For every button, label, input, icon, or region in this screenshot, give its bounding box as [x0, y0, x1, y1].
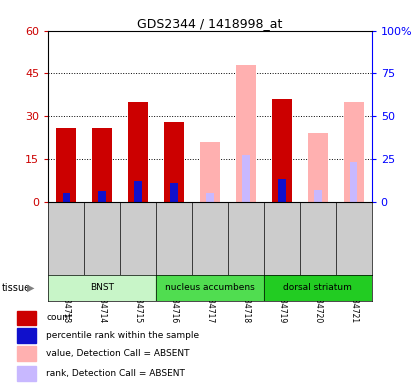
- Text: percentile rank within the sample: percentile rank within the sample: [46, 331, 200, 340]
- Bar: [206, 193, 214, 202]
- Bar: [242, 156, 249, 202]
- Text: dorsal striatum: dorsal striatum: [284, 283, 352, 293]
- Text: rank, Detection Call = ABSENT: rank, Detection Call = ABSENT: [46, 369, 185, 378]
- Bar: [128, 102, 148, 202]
- Bar: [98, 191, 106, 202]
- Bar: [17, 346, 36, 361]
- Bar: [17, 311, 36, 325]
- Bar: [134, 181, 142, 202]
- Text: tissue: tissue: [2, 283, 31, 293]
- Bar: [200, 142, 220, 202]
- Bar: [156, 275, 264, 301]
- Text: count: count: [46, 313, 72, 323]
- Bar: [63, 193, 70, 202]
- Title: GDS2344 / 1418998_at: GDS2344 / 1418998_at: [137, 17, 283, 30]
- Bar: [344, 102, 364, 202]
- Text: value, Detection Call = ABSENT: value, Detection Call = ABSENT: [46, 349, 190, 358]
- Bar: [17, 366, 36, 381]
- Bar: [278, 179, 286, 202]
- Bar: [92, 127, 112, 202]
- Bar: [171, 183, 178, 202]
- Text: ▶: ▶: [27, 283, 35, 293]
- Text: BNST: BNST: [90, 283, 114, 293]
- Bar: [308, 133, 328, 202]
- Bar: [350, 162, 357, 202]
- Bar: [236, 65, 256, 202]
- Bar: [314, 190, 322, 202]
- Text: nucleus accumbens: nucleus accumbens: [165, 283, 255, 293]
- Bar: [164, 122, 184, 202]
- Bar: [17, 328, 36, 343]
- Bar: [264, 275, 372, 301]
- Bar: [48, 275, 156, 301]
- Bar: [56, 127, 76, 202]
- Bar: [272, 99, 292, 202]
